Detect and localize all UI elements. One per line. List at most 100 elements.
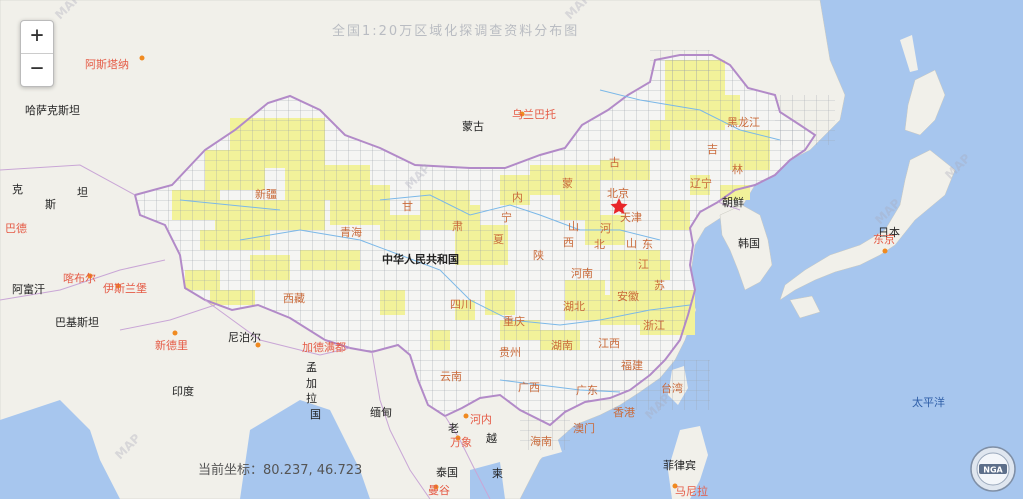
zoom-control: + − <box>20 20 54 87</box>
city-islamabad: 伊斯兰堡 <box>103 281 147 295</box>
grid-southeast <box>600 360 710 410</box>
province-gan: 甘 <box>402 200 413 213</box>
province-taiwan: 台湾 <box>661 381 683 395</box>
gulf-thailand <box>470 462 505 499</box>
country-partial-2: 斯 <box>45 198 56 211</box>
grid-hainan <box>520 410 570 450</box>
province-sichuan: 四川 <box>450 298 472 311</box>
city-hanoi: 河内 <box>470 412 492 426</box>
zoom-in-button[interactable]: + <box>21 21 53 54</box>
province-hunan: 湖南 <box>551 339 573 352</box>
land-japan <box>779 69 956 319</box>
country-bangladesh-2: 加 <box>306 377 317 390</box>
country-mongolia: 蒙古 <box>462 120 484 133</box>
country-partial-3: 坦 <box>77 185 88 199</box>
city-new-delhi: 新德里 <box>155 338 188 352</box>
province-gu: 古 <box>609 156 620 169</box>
province-xizang: 西藏 <box>283 292 305 305</box>
province-guangdong: 广东 <box>576 384 598 397</box>
province-guizhou: 贵州 <box>499 346 521 359</box>
country-bangladesh-4: 国 <box>310 408 321 421</box>
coordinate-readout: 当前坐标：80.237, 46.723 <box>198 459 362 478</box>
country-india: 印度 <box>172 384 194 398</box>
country-myanmar: 缅甸 <box>370 405 392 419</box>
province-guangxi: 广西 <box>518 381 540 394</box>
province-macau: 澳门 <box>573 421 595 435</box>
province-nei: 内 <box>512 190 523 204</box>
province-ning: 宁 <box>501 210 512 224</box>
province-hubei: 湖北 <box>563 300 585 313</box>
city-bangkok: 曼谷 <box>428 484 450 497</box>
nga-logo: NGA <box>969 445 1017 497</box>
intl-borders <box>0 164 741 500</box>
capital-star-icon <box>610 198 628 214</box>
rivers <box>179 89 781 393</box>
country-partial-1: 克 <box>12 183 23 196</box>
province-yunnan: 云南 <box>440 370 462 383</box>
grid-heilongjiang <box>775 95 835 145</box>
province-meng: 蒙 <box>562 177 573 190</box>
province-anhui: 安徽 <box>617 289 639 303</box>
country-laos: 老 <box>448 422 459 435</box>
province-liaoning: 辽宁 <box>690 176 712 190</box>
label-pacific: 太平洋 <box>912 395 945 409</box>
province-hainan: 海南 <box>530 434 552 448</box>
country-nepal: 尼泊尔 <box>228 331 261 344</box>
province-jiangxi: 江西 <box>598 337 620 350</box>
province-xia: 夏 <box>493 233 504 246</box>
country-south-korea: 韩国 <box>738 236 760 250</box>
city-ulaanbaatar: 乌兰巴托 <box>512 107 556 121</box>
province-chongqing: 重庆 <box>503 314 525 328</box>
zoom-out-button[interactable]: − <box>30 56 44 81</box>
country-cambodia: 柬 <box>492 467 503 480</box>
province-zhejiang: 浙江 <box>643 319 665 332</box>
province-he: 河 <box>600 222 611 235</box>
province-tianjin: 天津 <box>620 211 642 224</box>
province-shan: 山 <box>568 220 579 233</box>
province-shaan: 陕 <box>533 248 544 262</box>
province-beijing: 北京 <box>607 186 629 200</box>
grid-northeast <box>650 50 710 90</box>
country-philippines: 菲律宾 <box>663 458 696 472</box>
map-title: 全国1:20万区域化探调查资料分布图 <box>332 24 580 39</box>
country-labels: 哈萨克斯坦 蒙古 中华人民共和国 朝鲜 韩国 日本 阿富汗 巴基斯坦 尼泊尔 印… <box>12 103 945 480</box>
province-shan-2: 山 <box>626 237 637 250</box>
country-afghanistan: 阿富汗 <box>12 282 45 296</box>
country-japan: 日本 <box>878 225 900 239</box>
province-jiang: 江 <box>638 258 649 271</box>
province-lin: 林 <box>732 162 743 176</box>
province-dong: 东 <box>642 238 653 251</box>
city-astana: 阿斯塔纳 <box>85 58 129 71</box>
city-partial-bad: 巴德 <box>5 221 27 235</box>
city-labels: 阿斯塔纳 乌兰巴托 喀布尔 伊斯兰堡 新德里 加德满都 河内 万象 曼谷 马尼拉… <box>5 58 895 498</box>
country-vietnam: 越 <box>486 431 497 445</box>
province-labels: 新疆 西藏 青海 甘 肃 宁 夏 内 蒙 古 黑龙江 吉 林 辽宁 北京 天津 … <box>255 116 760 448</box>
country-bangladesh-3: 拉 <box>306 391 317 405</box>
country-north-korea: 朝鲜 <box>722 195 744 209</box>
province-hongkong: 香港 <box>613 406 635 419</box>
coordinate-value: 80.237, 46.723 <box>263 463 363 478</box>
city-kabul: 喀布尔 <box>63 272 96 285</box>
province-xinjiang: 新疆 <box>255 187 277 201</box>
province-ji: 吉 <box>707 143 718 156</box>
nga-logo-text: NGA <box>983 466 1003 475</box>
land-philippines <box>668 426 708 499</box>
province-henan: 河南 <box>571 267 593 280</box>
nga-logo-icon: NGA <box>970 446 1016 492</box>
city-manila: 马尼拉 <box>675 484 708 498</box>
china-border <box>133 54 817 427</box>
country-kazakhstan: 哈萨克斯坦 <box>25 103 80 117</box>
province-heilongjiang: 黑龙江 <box>727 116 760 129</box>
province-qinghai: 青海 <box>340 225 362 239</box>
land-sakhalin <box>900 35 918 72</box>
province-xi: 西 <box>563 236 574 249</box>
province-bei: 北 <box>594 238 605 251</box>
country-china: 中华人民共和国 <box>382 252 459 266</box>
province-su-2: 苏 <box>654 279 665 292</box>
city-vientiane: 万象 <box>450 436 472 449</box>
land-korea <box>719 204 773 291</box>
city-dots <box>87 55 888 490</box>
bay-of-bengal <box>240 400 370 499</box>
